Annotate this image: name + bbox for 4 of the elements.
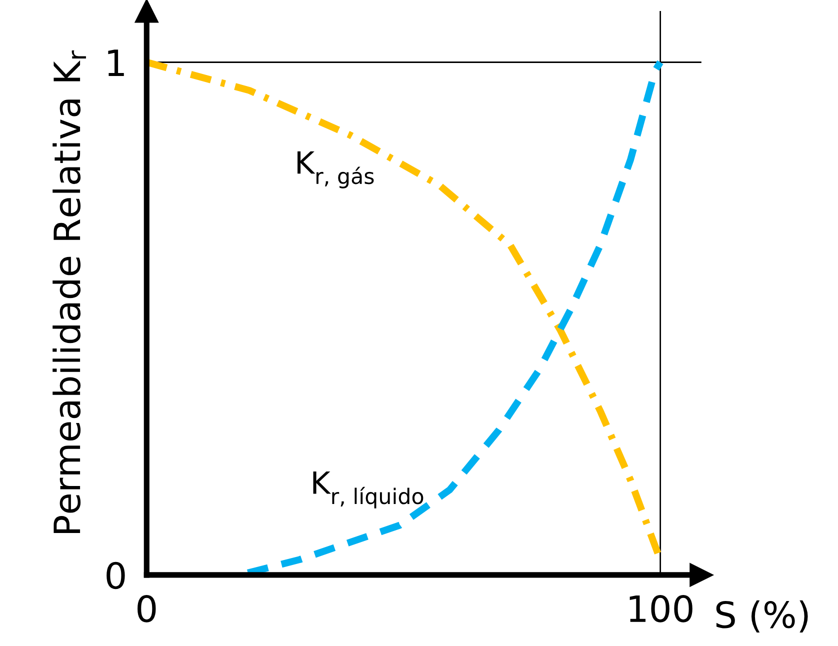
y-axis-title: Permeabilidade Relativa K$_{r}$	[52, 50, 86, 533]
y-tick-label: 1	[108, 50, 124, 76]
x-tick-label: 100	[630, 595, 692, 622]
x-axis-title: S (%)	[716, 600, 808, 633]
